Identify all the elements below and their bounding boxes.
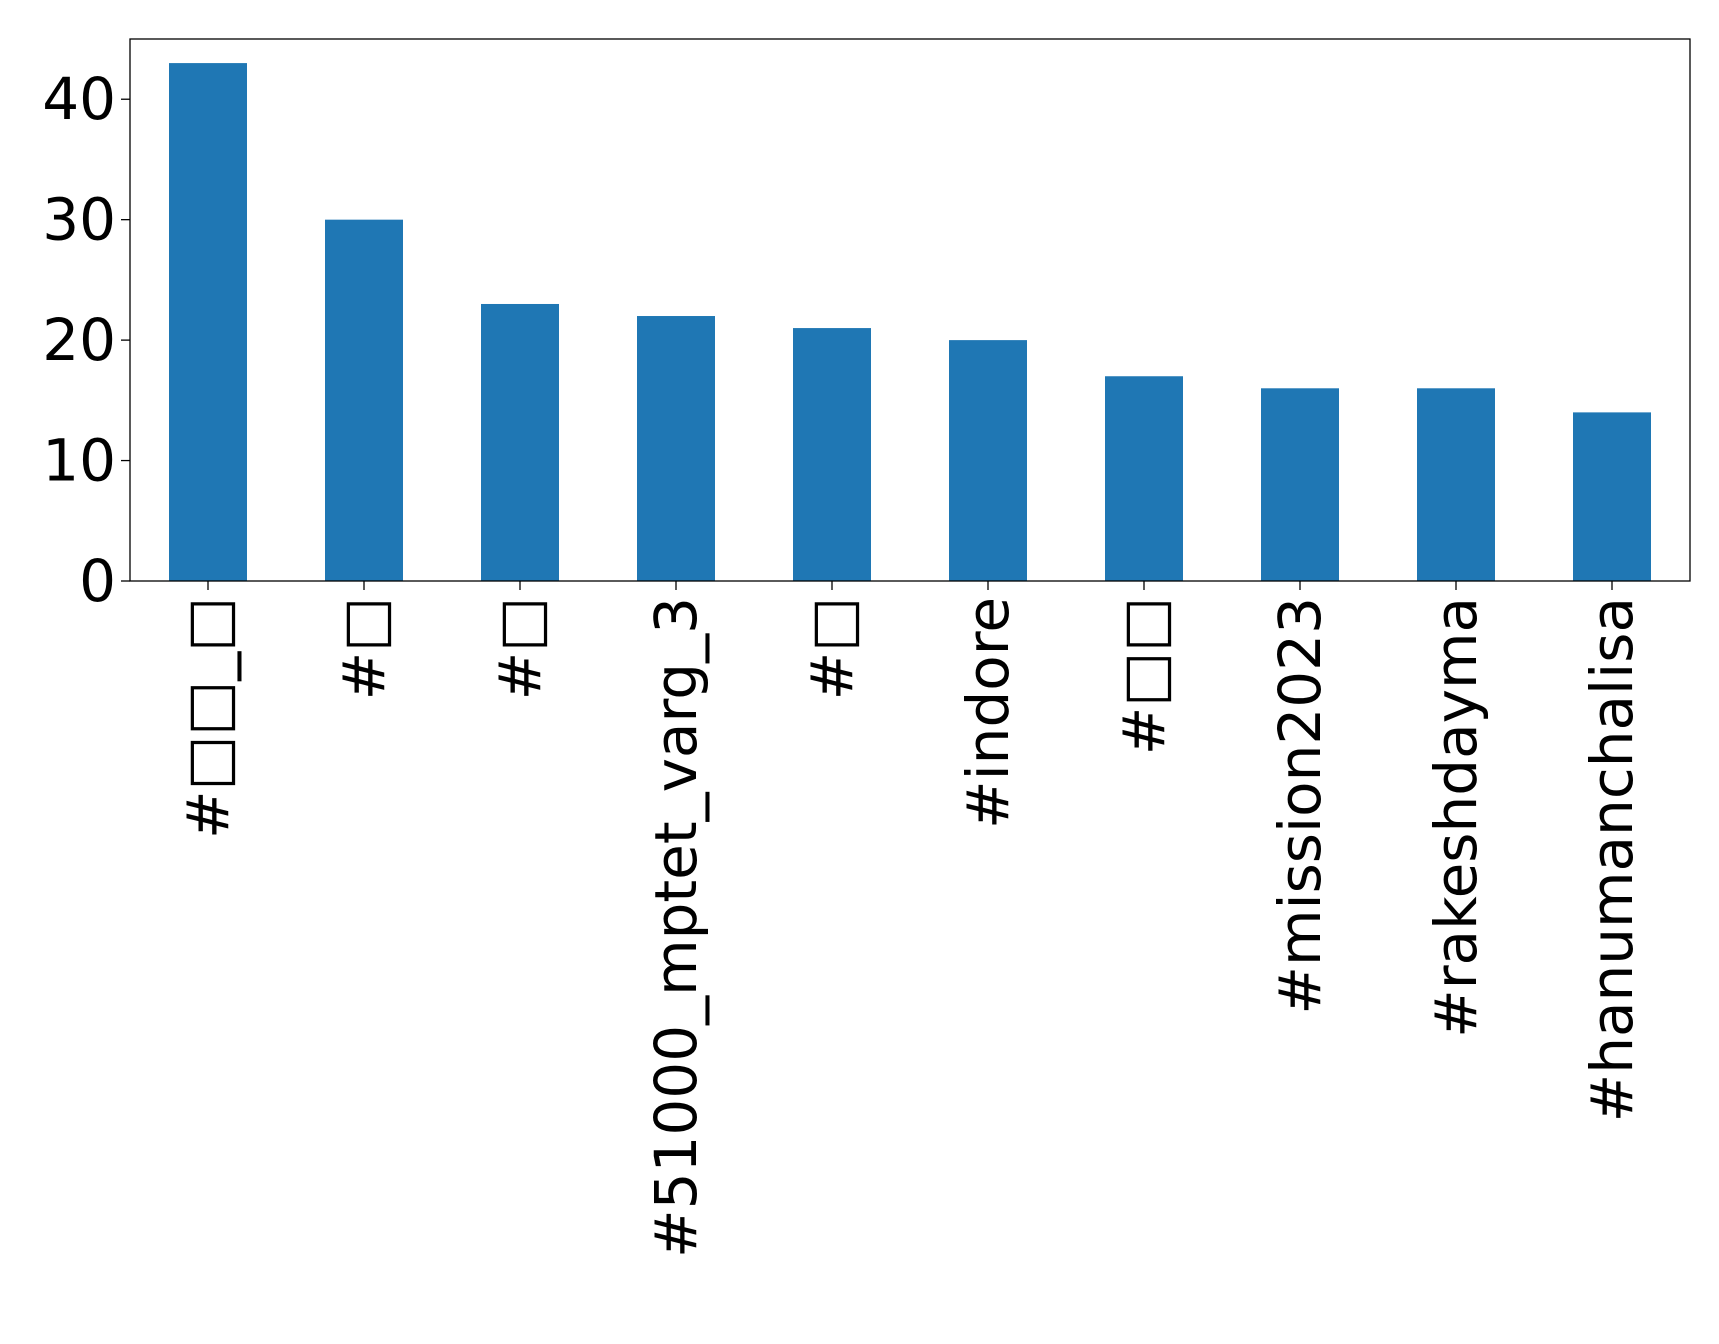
bar-0 (169, 63, 247, 582)
y-axis: 0 10 20 30 40 (42, 65, 130, 615)
plot-area-frame (129, 38, 1691, 582)
bar-7 (1261, 388, 1339, 581)
bar-6 (1105, 376, 1183, 581)
bar-1 (325, 219, 403, 581)
x-tick-label-8: #rakeshdayma (1422, 597, 1490, 1038)
x-tick-label-4: #□ (798, 597, 866, 700)
bar-9 (1573, 412, 1651, 581)
bar-3 (637, 316, 715, 581)
bar-4 (793, 328, 871, 581)
bar-5 (949, 340, 1027, 581)
x-tick-label-2: #□ (486, 597, 554, 700)
y-tick-label-2: 20 (42, 306, 116, 374)
x-tick-label-7: #mission2023 (1266, 597, 1334, 1015)
x-tick-label-5: #indore (954, 597, 1022, 829)
x-tick-label-1: #□ (330, 597, 398, 700)
bars-layer (169, 63, 1651, 582)
bar-2 (481, 303, 559, 581)
y-tick-label-1: 10 (42, 427, 116, 495)
bar-8 (1417, 388, 1495, 581)
x-tick-label-9: #hanumanchalisa (1578, 597, 1646, 1122)
x-tick-label-0: #□□_□ (174, 597, 242, 839)
x-tick-label-6: #□□ (1110, 597, 1178, 755)
x-axis: #□□_□ #□ #□ #51000_mptet_varg_3 #□ #indore #□□… (174, 581, 1646, 1258)
y-tick-label-0: 0 (79, 547, 116, 615)
x-tick-label-3: #51000_mptet_varg_3 (642, 597, 710, 1258)
y-tick-label-4: 40 (42, 65, 116, 133)
y-tick-label-3: 30 (42, 186, 116, 254)
